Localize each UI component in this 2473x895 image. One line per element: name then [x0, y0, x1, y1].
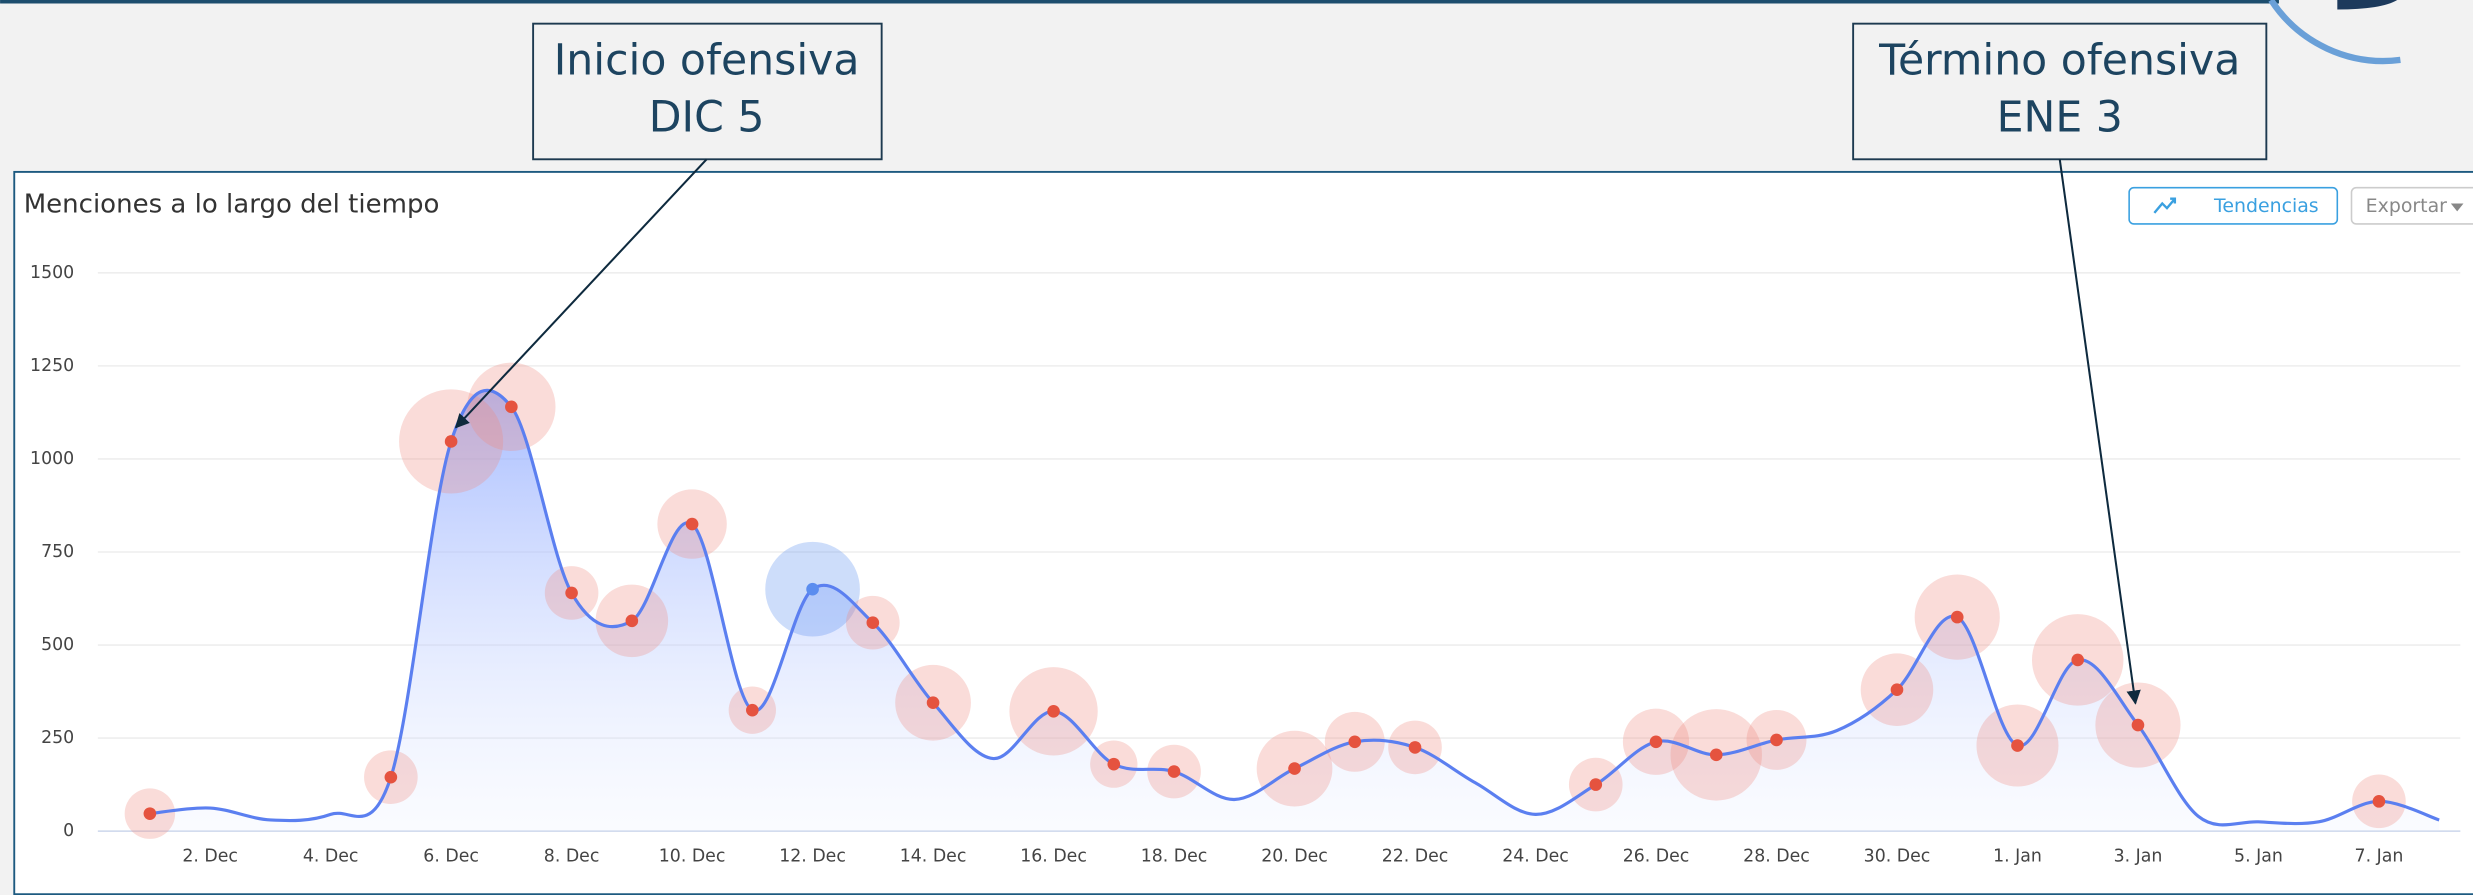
- point: [685, 517, 699, 531]
- point: [1770, 733, 1783, 747]
- annotation-text: Término ofensiva: [1878, 36, 2240, 86]
- point: [625, 614, 639, 628]
- point: [926, 696, 940, 710]
- x-tick-label: 4. Dec: [303, 846, 359, 866]
- x-tick-label: 16. Dec: [1020, 846, 1087, 866]
- y-tick-label: 250: [41, 728, 74, 748]
- x-tick-label: 26. Dec: [1623, 846, 1690, 866]
- x-tick-label: 8. Dec: [544, 846, 600, 866]
- logo-arc: [2268, 0, 2401, 65]
- point: [565, 586, 578, 600]
- x-tick-label: 12. Dec: [779, 846, 846, 866]
- x-tick-label: 2. Dec: [182, 846, 238, 866]
- point: [806, 582, 819, 596]
- y-tick-label: 1500: [30, 263, 74, 283]
- x-tick-label: 6. Dec: [423, 846, 479, 866]
- point: [384, 770, 398, 784]
- point: [866, 616, 880, 630]
- annotation-text: Inicio ofensiva: [554, 36, 860, 86]
- x-tick-label: 24. Dec: [1502, 846, 1569, 866]
- annotation-text: ENE 3: [1997, 92, 2123, 142]
- x-tick-label: 10. Dec: [659, 846, 726, 866]
- y-tick-label: 0: [63, 821, 74, 841]
- x-tick-label: 18. Dec: [1141, 846, 1208, 866]
- annotation: Término ofensiva ENE 3: [1852, 22, 2268, 705]
- area: [149, 390, 2440, 832]
- y-tick-label: 750: [41, 542, 74, 562]
- point: [1288, 762, 1301, 775]
- annotation-arrow: [2058, 159, 2141, 705]
- y-tick-label: 1250: [30, 356, 74, 376]
- point: [1950, 610, 1964, 624]
- annotation-box: [532, 22, 883, 161]
- point: [1890, 683, 1904, 697]
- point: [1649, 735, 1663, 749]
- point: [1408, 741, 1422, 754]
- x-tick-label: 20. Dec: [1261, 846, 1328, 866]
- logo-shape: [2337, 0, 2398, 10]
- export-caret: [2450, 203, 2464, 212]
- point: [2071, 653, 2085, 667]
- point: [746, 703, 759, 717]
- point: [143, 807, 157, 820]
- x-tick-label: 30. Dec: [1864, 846, 1931, 866]
- point: [1167, 765, 1181, 778]
- x-tick-label: 14. Dec: [900, 846, 967, 866]
- x-tick-label: 7. Jan: [2355, 846, 2404, 866]
- annotation-arrow: [454, 158, 708, 429]
- x-tick-label: 5. Jan: [2234, 846, 2283, 866]
- point: [1348, 735, 1362, 749]
- export-button-label: Exportar: [2366, 195, 2447, 217]
- point: [2372, 795, 2386, 808]
- trend-icon: [2153, 197, 2177, 214]
- trend-button-label: Tendencias: [2213, 195, 2319, 217]
- annotation: Inicio ofensiva DIC 5: [454, 22, 883, 429]
- annotation-text: DIC 5: [649, 92, 765, 142]
- point: [1589, 778, 1603, 791]
- chart-title: Menciones a lo largo del tiempo: [24, 190, 440, 220]
- point: [444, 435, 458, 448]
- point: [1709, 748, 1723, 762]
- annotation-box: [1852, 22, 2268, 161]
- y-tick-label: 1000: [30, 449, 74, 469]
- y-tick-label: 500: [41, 635, 74, 655]
- point: [505, 400, 518, 414]
- export-button[interactable]: [2350, 186, 2473, 225]
- trend-button[interactable]: [2128, 186, 2339, 225]
- point: [1107, 757, 1121, 771]
- point: [1047, 704, 1060, 718]
- x-tick-label: 28. Dec: [1743, 846, 1810, 866]
- x-tick-label: 1. Jan: [1993, 846, 2042, 866]
- point: [2131, 718, 2145, 732]
- x-tick-label: 3. Jan: [2114, 846, 2163, 866]
- point: [2011, 739, 2024, 752]
- plot: 0 250 500 750 1000 1250 1500 2. Dec 4. Dec 6. Dec…: [30, 263, 2461, 866]
- x-tick-label: 22. Dec: [1382, 846, 1449, 866]
